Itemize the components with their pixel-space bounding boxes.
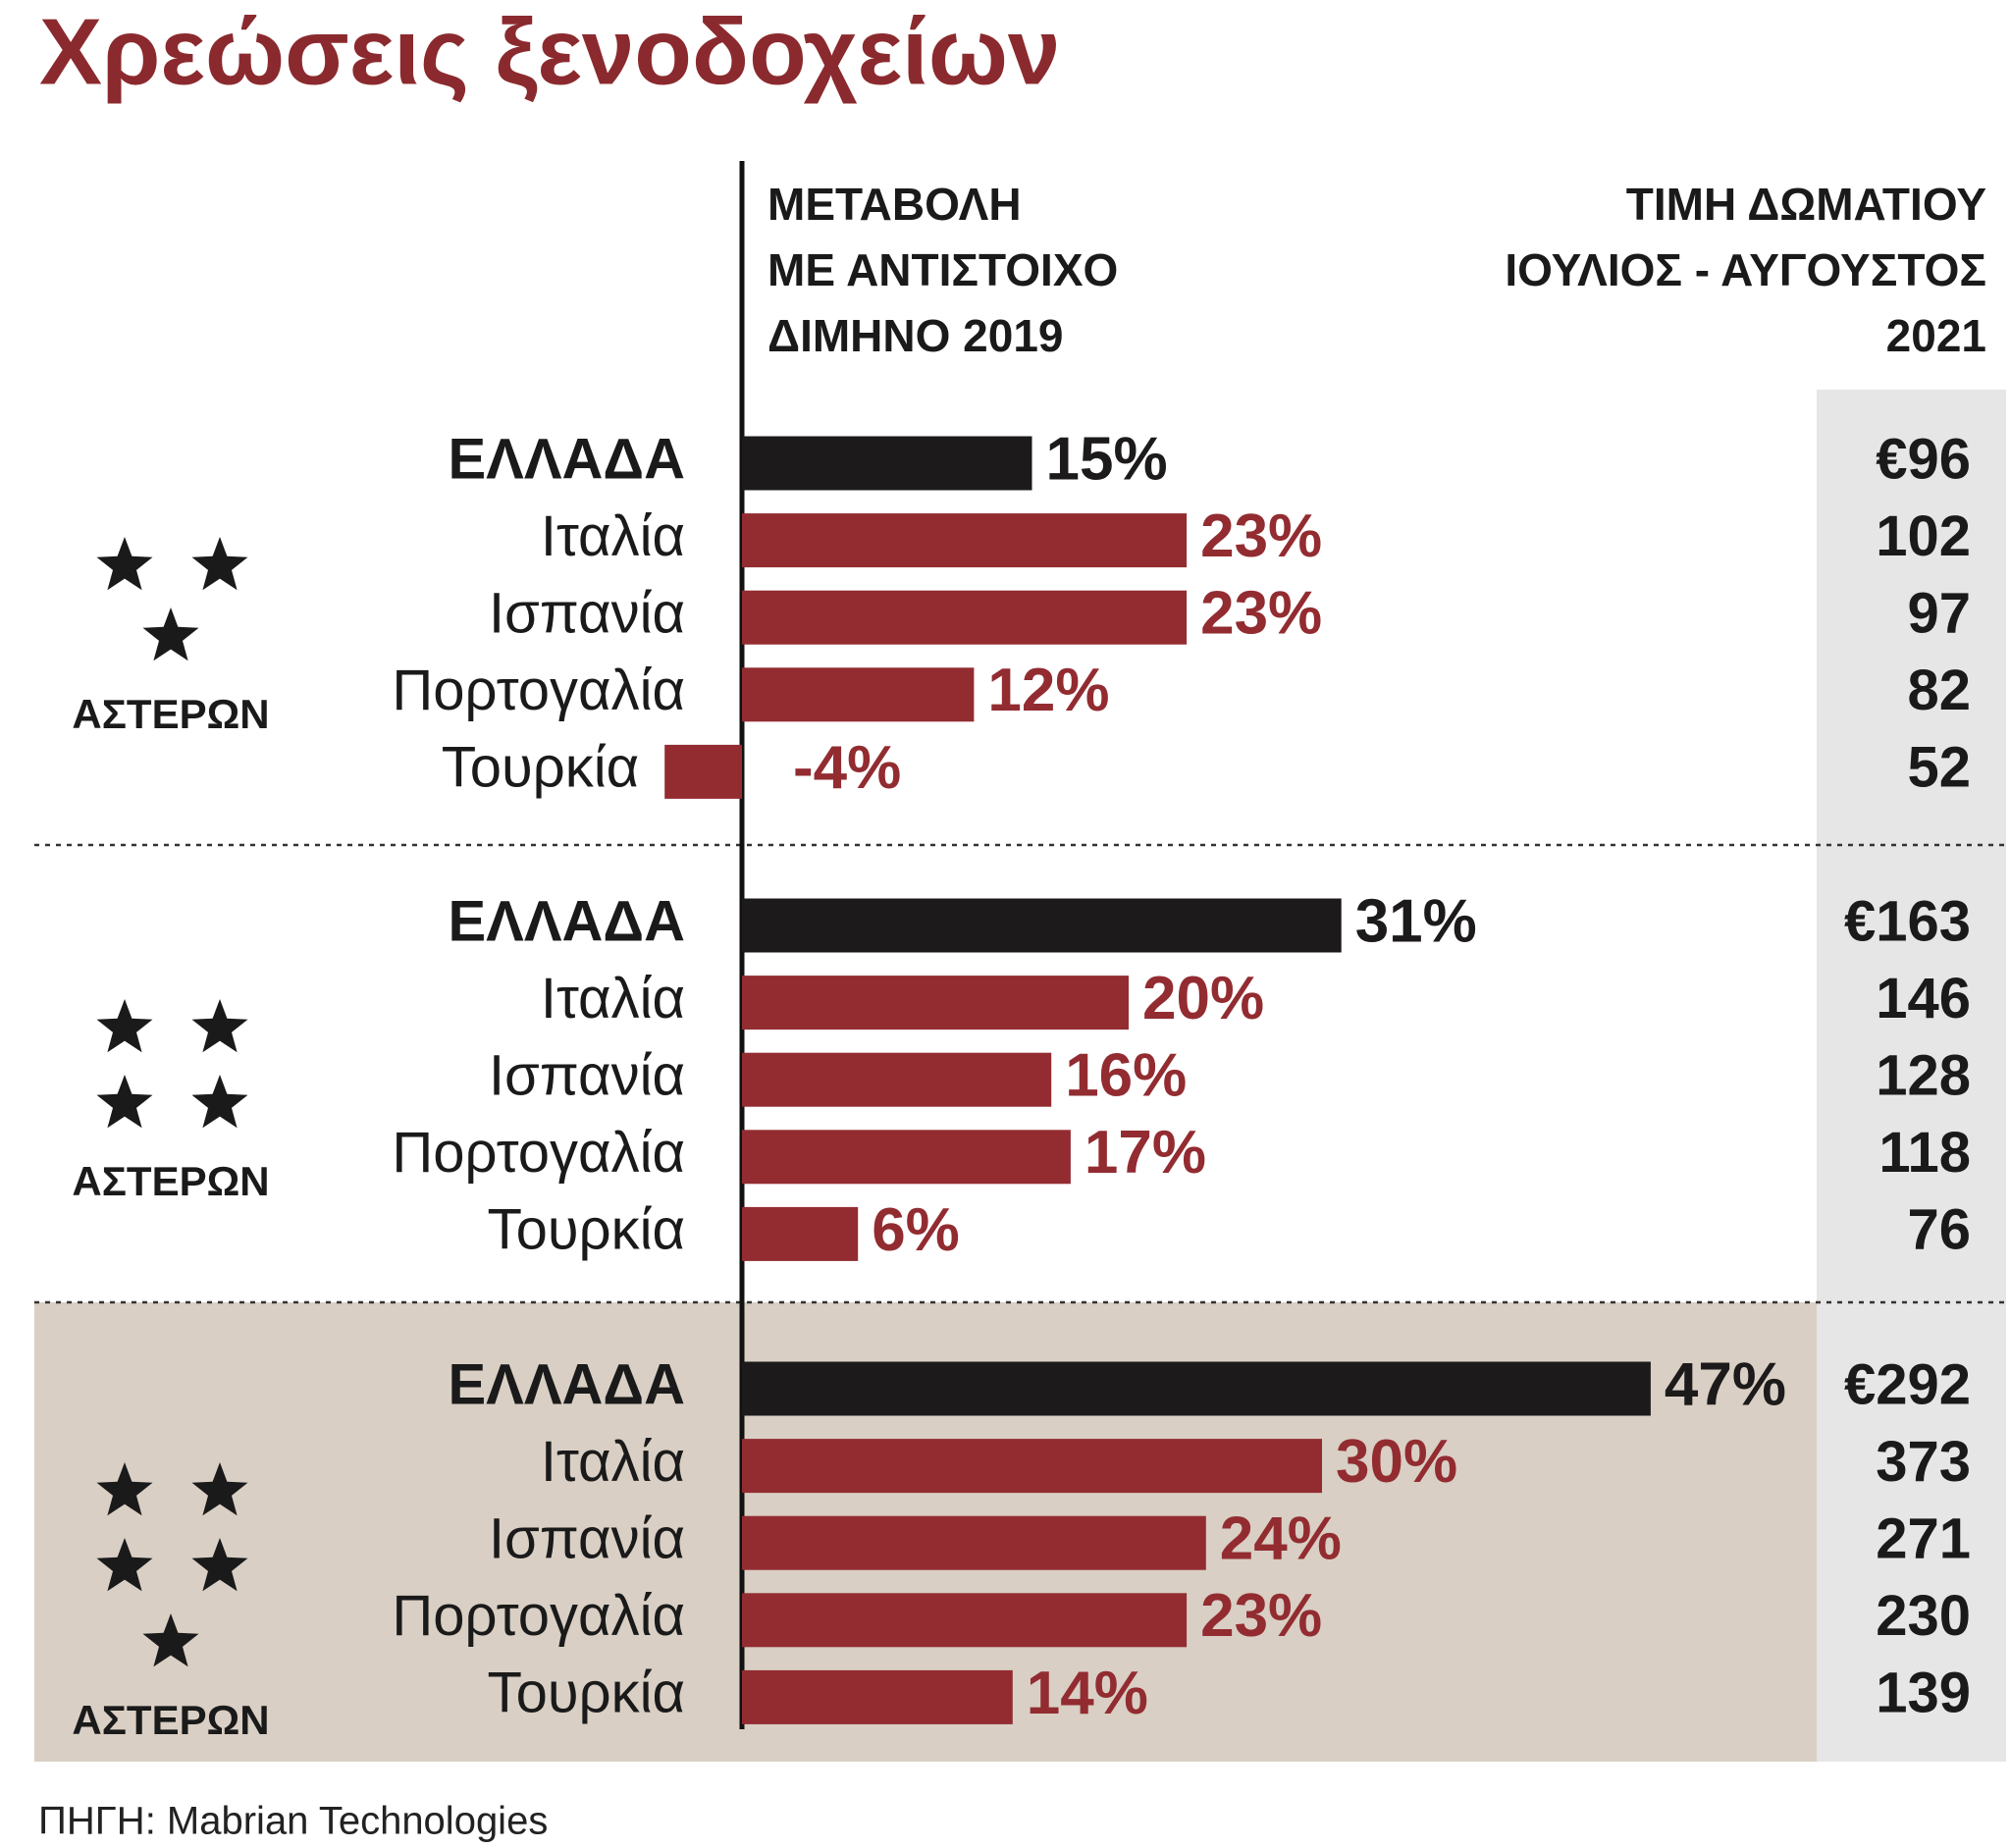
chart-title: Χρεώσεις ξενοδοχείων bbox=[39, 0, 1060, 104]
price-label: 373 bbox=[1876, 1430, 1971, 1494]
bar bbox=[742, 1361, 1651, 1416]
value-label: 15% bbox=[1046, 425, 1168, 493]
group-label: ΑΣΤΕΡΩΝ bbox=[72, 691, 269, 737]
category-label: Τουρκία bbox=[488, 1198, 685, 1262]
value-label: 23% bbox=[1200, 580, 1322, 648]
star-icon bbox=[142, 1613, 199, 1667]
price-header: ΤΙΜΗ ΔΩΜΑΤΙΟΥ bbox=[1626, 179, 1986, 230]
bar bbox=[742, 1515, 1206, 1570]
bar bbox=[742, 590, 1188, 645]
value-label: 6% bbox=[872, 1196, 960, 1264]
category-label: Ισπανία bbox=[489, 582, 685, 646]
group-label: ΑΣΤΕΡΩΝ bbox=[72, 1158, 269, 1204]
star-icon bbox=[142, 607, 199, 661]
category-label: Ιταλία bbox=[541, 1430, 685, 1494]
category-label: Ισπανία bbox=[489, 1044, 685, 1108]
bar bbox=[742, 898, 1342, 953]
value-label: 14% bbox=[1027, 1660, 1148, 1727]
price-label: 271 bbox=[1876, 1507, 1971, 1571]
bar bbox=[742, 1052, 1052, 1107]
category-label: Ιταλία bbox=[541, 967, 685, 1030]
star-icon bbox=[191, 1075, 248, 1129]
category-label: ΕΛΛΑΔΑ bbox=[448, 1352, 685, 1416]
category-label: Πορτογαλία bbox=[392, 1584, 685, 1648]
price-header: ΙΟΥΛΙΟΣ - ΑΥΓΟΥΣΤΟΣ bbox=[1505, 244, 1986, 295]
star-icon bbox=[96, 1075, 153, 1129]
price-header: 2021 bbox=[1886, 310, 1986, 361]
price-label: 230 bbox=[1876, 1584, 1971, 1648]
category-label: Πορτογαλία bbox=[392, 659, 685, 722]
bar bbox=[664, 744, 742, 799]
star-icon bbox=[191, 1462, 248, 1516]
value-header: ΔΙΜΗΝΟ 2019 bbox=[767, 310, 1064, 361]
bar bbox=[742, 1669, 1013, 1724]
price-label: 146 bbox=[1876, 967, 1971, 1030]
star-icon bbox=[96, 1462, 153, 1516]
bar bbox=[742, 976, 1129, 1030]
price-label: 139 bbox=[1876, 1662, 1971, 1725]
value-label: 47% bbox=[1665, 1350, 1786, 1418]
value-label: 23% bbox=[1200, 1582, 1322, 1650]
value-label: 17% bbox=[1084, 1119, 1206, 1187]
category-label: Τουρκία bbox=[442, 736, 639, 800]
price-label: €292 bbox=[1844, 1352, 1971, 1416]
bar bbox=[742, 436, 1032, 491]
bar bbox=[742, 1206, 859, 1261]
category-label: ΕΛΛΑΔΑ bbox=[448, 427, 685, 491]
value-header: ΜΕΤΑΒΟΛΗ bbox=[767, 179, 1022, 230]
value-header: ΜΕ ΑΝΤΙΣΤΟΙΧΟ bbox=[767, 244, 1118, 295]
price-column-bg bbox=[1817, 390, 2006, 1762]
category-label: Ιταλία bbox=[541, 504, 685, 568]
price-label: €163 bbox=[1844, 889, 1971, 953]
price-label: 102 bbox=[1876, 504, 1971, 568]
price-label: 128 bbox=[1876, 1044, 1971, 1108]
category-label: ΕΛΛΑΔΑ bbox=[448, 889, 685, 953]
value-label: 12% bbox=[987, 657, 1109, 724]
bar bbox=[742, 1130, 1071, 1185]
value-label: -4% bbox=[793, 734, 901, 802]
value-label: 30% bbox=[1336, 1428, 1457, 1496]
star-icon bbox=[96, 1538, 153, 1592]
bar bbox=[742, 1439, 1322, 1494]
star-icon bbox=[96, 537, 153, 591]
category-label: Τουρκία bbox=[488, 1662, 685, 1725]
price-label: 52 bbox=[1907, 736, 1971, 800]
group-label: ΑΣΤΕΡΩΝ bbox=[72, 1697, 269, 1743]
star-icon bbox=[96, 999, 153, 1053]
value-label: 23% bbox=[1200, 502, 1322, 570]
category-label: Ισπανία bbox=[489, 1507, 685, 1571]
source: ΠΗΓΗ: Mabrian Technologies bbox=[38, 1800, 548, 1843]
bar bbox=[742, 1593, 1188, 1648]
category-label: Πορτογαλία bbox=[392, 1121, 685, 1185]
value-label: 24% bbox=[1220, 1505, 1342, 1573]
bar bbox=[742, 513, 1188, 568]
bar bbox=[742, 667, 975, 722]
price-label: 82 bbox=[1907, 659, 1971, 722]
value-label: 16% bbox=[1065, 1042, 1187, 1110]
value-label: 31% bbox=[1355, 887, 1477, 955]
price-label: 76 bbox=[1907, 1198, 1971, 1262]
price-label: 97 bbox=[1907, 582, 1971, 646]
star-icon bbox=[191, 537, 248, 591]
star-icon bbox=[191, 1538, 248, 1592]
price-label: €96 bbox=[1876, 427, 1971, 491]
price-label: 118 bbox=[1878, 1121, 1971, 1185]
value-label: 20% bbox=[1142, 965, 1264, 1032]
star-icon bbox=[191, 999, 248, 1053]
